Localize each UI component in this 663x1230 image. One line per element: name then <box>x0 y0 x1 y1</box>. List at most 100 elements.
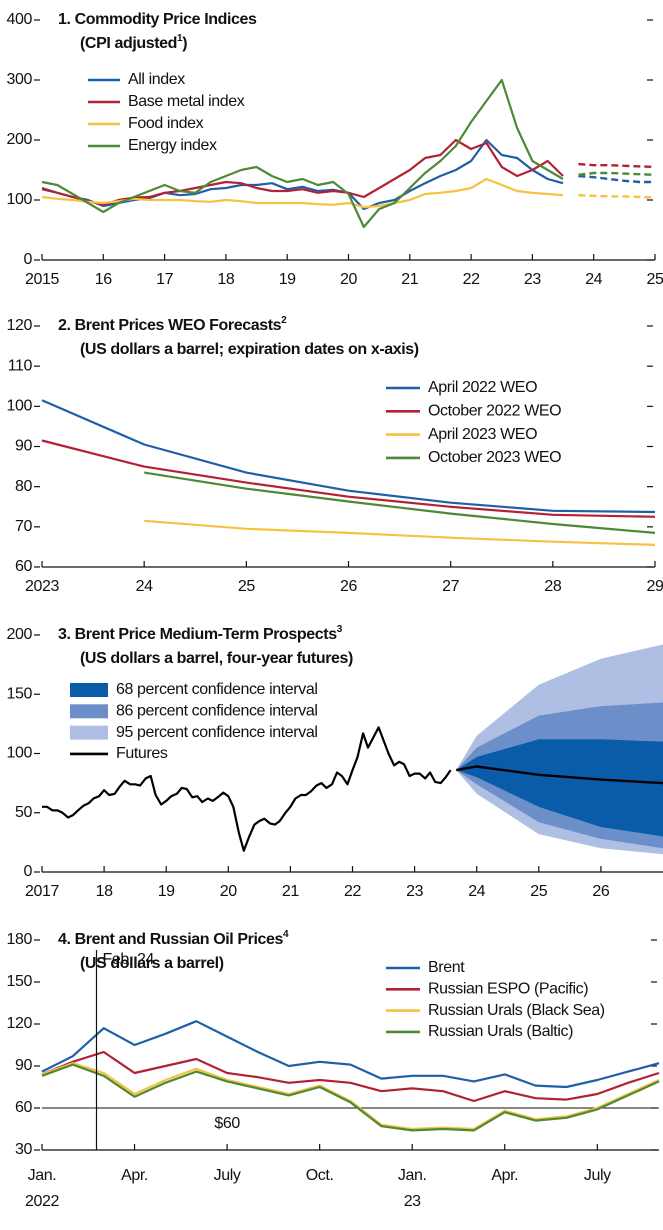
chart-subtitle: (CPI adjusted1) <box>80 33 187 53</box>
x-tick-label: July <box>214 1167 241 1184</box>
x-tick-label: 17 <box>156 271 173 288</box>
x-tick-label: 18 <box>96 883 113 900</box>
subtitle-text: (CPI adjusted <box>80 35 177 52</box>
y-tick-label: 110 <box>8 357 33 374</box>
series-line <box>41 439 656 518</box>
chart-title: 1. Commodity Price Indices <box>58 11 257 28</box>
x-tick-label: 27 <box>442 578 459 595</box>
x-tick-label: 22 <box>344 883 361 900</box>
x-tick-label: 28 <box>544 578 561 595</box>
x-tick-label: 26 <box>340 578 357 595</box>
reference-label: $60 <box>214 1115 240 1132</box>
x-tick-year: 2022 <box>25 1193 59 1210</box>
y-tick-label: 60 <box>15 558 32 575</box>
legend-swatch <box>70 683 108 697</box>
y-tick-label: 70 <box>15 518 32 535</box>
legend-label: Food index <box>128 115 204 132</box>
legend-label: Brent <box>428 959 465 976</box>
legend-label: 95 percent confidence interval <box>116 724 317 741</box>
footnote-mark: 2 <box>281 315 287 326</box>
y-tick-label: 150 <box>7 973 33 990</box>
y-tick-label: 400 <box>7 11 33 28</box>
x-tick-label: 2023 <box>25 578 59 595</box>
x-tick-label: 20 <box>220 883 237 900</box>
series-line <box>41 78 564 229</box>
x-tick-label: 19 <box>158 883 175 900</box>
x-tick-label: Oct. <box>306 1167 334 1184</box>
x-tick-label: 21 <box>282 883 299 900</box>
x-tick-label: 29 <box>647 578 663 595</box>
series-line <box>41 138 564 211</box>
y-tick-label: 100 <box>7 745 33 762</box>
legend-label: October 2022 WEO <box>428 403 561 420</box>
legend-label: Base metal index <box>128 93 245 110</box>
x-tick-label: 19 <box>279 271 296 288</box>
y-tick-label: 100 <box>7 191 33 208</box>
y-tick-label: 90 <box>15 438 32 455</box>
title-text: 3. Brent Price Medium-Term Prospects <box>58 626 337 643</box>
series-line <box>41 1063 660 1132</box>
x-tick-label: 25 <box>530 883 547 900</box>
y-tick-label: 0 <box>24 251 33 268</box>
y-tick-label: 120 <box>7 317 33 334</box>
legend-label: Energy index <box>128 137 217 154</box>
x-tick-label: Apr. <box>491 1167 518 1184</box>
legend-label: April 2022 WEO <box>428 379 537 396</box>
y-tick-label: 300 <box>7 71 33 88</box>
subtitle-text: (US dollars a barrel; expiration dates o… <box>80 341 419 358</box>
chart-subtitle: (US dollars a barrel, four-year futures) <box>80 650 353 667</box>
x-tick-label: 24 <box>468 883 485 900</box>
chart-title: 3. Brent Price Medium-Term Prospects3 <box>58 624 343 644</box>
x-tick-label: Jan. <box>28 1167 57 1184</box>
legend-label: All index <box>128 71 185 88</box>
series-line <box>41 138 564 206</box>
series-line <box>144 471 656 534</box>
x-tick-label: 2015 <box>25 271 59 288</box>
y-tick-label: 180 <box>7 931 33 948</box>
subtitle-text: (US dollars a barrel, four-year futures) <box>80 650 353 667</box>
chart-subtitle: (US dollars a barrel) <box>80 955 224 972</box>
y-tick-label: 0 <box>24 863 33 880</box>
y-tick-label: 50 <box>15 804 32 821</box>
series-line <box>41 1062 660 1131</box>
x-tick-label: 25 <box>647 271 663 288</box>
x-tick-label: 23 <box>524 271 541 288</box>
title-text: 1. Commodity Price Indices <box>58 11 257 28</box>
series-line <box>42 726 452 852</box>
x-tick-label: July <box>584 1167 611 1184</box>
legend-swatch <box>70 725 108 740</box>
forecast-line <box>578 162 656 169</box>
legend-label: April 2023 WEO <box>428 426 537 443</box>
x-tick-label: 16 <box>95 271 112 288</box>
legend-label: 68 percent confidence interval <box>116 681 317 698</box>
x-tick-label: 21 <box>401 271 418 288</box>
legend-label: October 2023 WEO <box>428 449 561 466</box>
footnote-mark: 3 <box>337 624 343 635</box>
x-tick-label: 23 <box>406 883 423 900</box>
y-tick-label: 30 <box>15 1141 32 1158</box>
series-line <box>41 399 656 514</box>
x-tick-label: 18 <box>217 271 234 288</box>
x-tick-label: Jan. <box>398 1167 427 1184</box>
y-tick-label: 90 <box>15 1057 32 1074</box>
forecast-line <box>578 171 656 176</box>
series-line <box>144 519 656 546</box>
y-tick-label: 200 <box>7 626 33 643</box>
subtitle-end: ) <box>182 35 187 52</box>
forecast-line <box>455 765 663 785</box>
footnote-mark: 4 <box>283 929 289 940</box>
y-tick-label: 60 <box>15 1099 32 1116</box>
x-tick-label: 26 <box>592 883 609 900</box>
y-tick-label: 80 <box>15 478 32 495</box>
y-tick-label: 200 <box>7 131 33 148</box>
legend-label: Futures <box>116 745 168 762</box>
x-tick-label: 24 <box>136 578 153 595</box>
forecast-line <box>578 174 655 184</box>
y-tick-label: 100 <box>7 398 33 415</box>
x-tick-year: 23 <box>404 1193 421 1210</box>
x-tick-label: 20 <box>340 271 357 288</box>
legend-label: Russian ESPO (Pacific) <box>428 981 588 998</box>
y-tick-label: 120 <box>7 1015 33 1032</box>
subtitle-text: (US dollars a barrel) <box>80 955 224 972</box>
